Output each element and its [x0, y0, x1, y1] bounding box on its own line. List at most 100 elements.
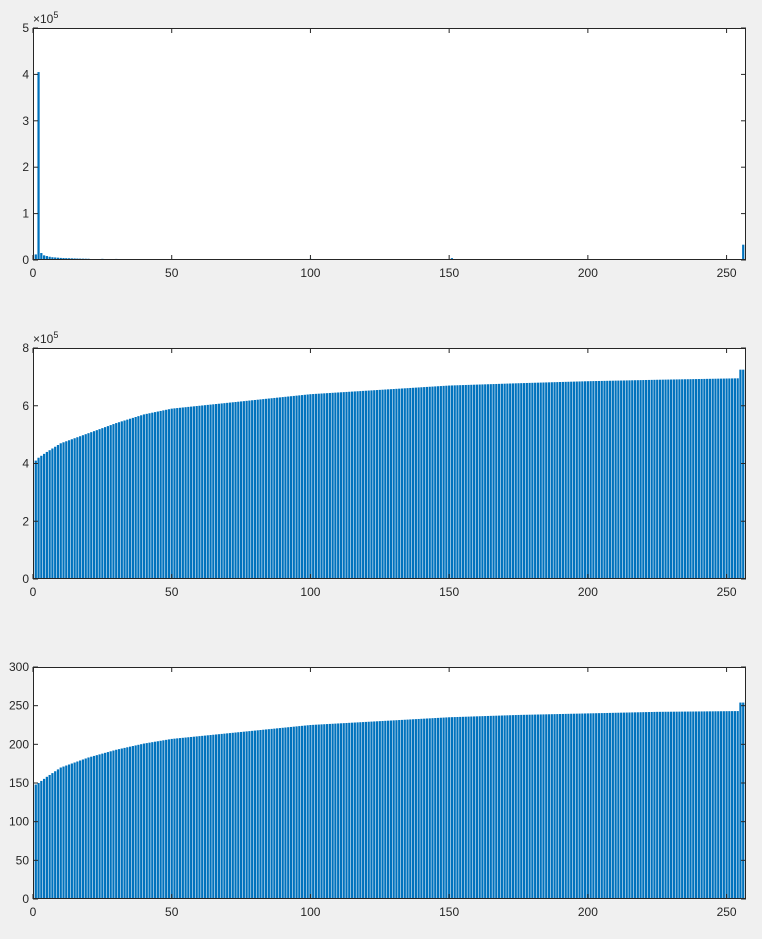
bar [79, 436, 82, 579]
bar [481, 716, 484, 899]
bar [359, 722, 362, 899]
bar [661, 711, 664, 899]
bar [48, 774, 51, 899]
bar [661, 379, 664, 579]
bar [292, 395, 295, 579]
y-tick-label: 300 [9, 660, 29, 674]
bar [536, 382, 540, 579]
x-tick-label: 200 [578, 905, 598, 919]
bar [667, 379, 670, 579]
bar [681, 711, 684, 899]
bar [650, 379, 653, 579]
bar [251, 730, 254, 899]
axes-1: 0 50 100 150 200 250 0 1 2 3 4 5 ×105 [22, 10, 746, 280]
bar [520, 383, 523, 579]
bar [428, 386, 431, 579]
bar [70, 763, 73, 899]
bar [470, 384, 473, 579]
bar [439, 386, 442, 579]
bar [134, 417, 137, 579]
bar [398, 720, 401, 899]
bar [359, 391, 362, 579]
bar [378, 721, 381, 899]
bar [276, 397, 279, 579]
bar [500, 715, 503, 899]
x-tick-label: 150 [439, 266, 459, 280]
bar [40, 780, 43, 899]
bar [617, 712, 620, 899]
bar [350, 722, 354, 899]
bar [431, 386, 434, 579]
bar [589, 713, 592, 899]
bar [226, 402, 229, 579]
bar [231, 402, 234, 579]
bar [461, 385, 465, 579]
bar [658, 379, 662, 579]
bar [106, 752, 110, 899]
bar [117, 422, 121, 579]
bar [84, 434, 87, 579]
bar [95, 755, 98, 899]
bar [689, 379, 692, 579]
bar [506, 715, 509, 899]
bar [703, 378, 706, 579]
bar [459, 385, 462, 579]
bar [131, 746, 134, 899]
bar [683, 379, 687, 579]
bar [620, 712, 623, 899]
bar [239, 401, 243, 579]
bar [620, 380, 623, 579]
bar [473, 384, 476, 579]
bar [728, 711, 731, 899]
bar [162, 740, 165, 899]
bar [481, 384, 484, 579]
bar [675, 711, 678, 899]
bar [128, 746, 132, 899]
bar [439, 717, 442, 899]
bar [98, 754, 101, 899]
bar [112, 424, 115, 579]
bar [389, 720, 392, 899]
y-tick-label: 2 [22, 514, 29, 528]
bar [398, 388, 401, 579]
x-tick-label: 100 [300, 905, 320, 919]
bar [495, 715, 498, 899]
bar [267, 398, 270, 579]
bar [67, 440, 71, 579]
bar [642, 712, 645, 899]
bar [381, 389, 384, 579]
bar [442, 385, 445, 579]
bar [511, 715, 515, 899]
bar [675, 379, 678, 579]
bar [126, 747, 129, 899]
plot-area [33, 667, 746, 899]
bar [92, 431, 96, 579]
bar [708, 378, 712, 579]
y-tick-label: 8 [22, 341, 29, 355]
bar [109, 751, 112, 899]
bar [242, 731, 245, 899]
bar [728, 378, 731, 579]
bar [314, 393, 318, 579]
bar [561, 381, 565, 579]
bar [237, 732, 240, 899]
bar [442, 717, 445, 899]
bar [497, 715, 501, 899]
bar [597, 713, 601, 899]
bar [59, 767, 62, 899]
bar [162, 410, 165, 579]
bar [364, 390, 368, 579]
bar [159, 410, 162, 579]
bar [248, 400, 251, 579]
bar [364, 721, 368, 899]
bar [639, 380, 642, 579]
y-tick-label: 150 [9, 776, 29, 790]
bar [425, 386, 429, 579]
bar [564, 381, 567, 579]
bar [559, 382, 562, 579]
bar [339, 392, 343, 579]
bar [725, 378, 728, 579]
bar [373, 721, 376, 899]
bar [309, 394, 312, 579]
bar [553, 714, 556, 899]
